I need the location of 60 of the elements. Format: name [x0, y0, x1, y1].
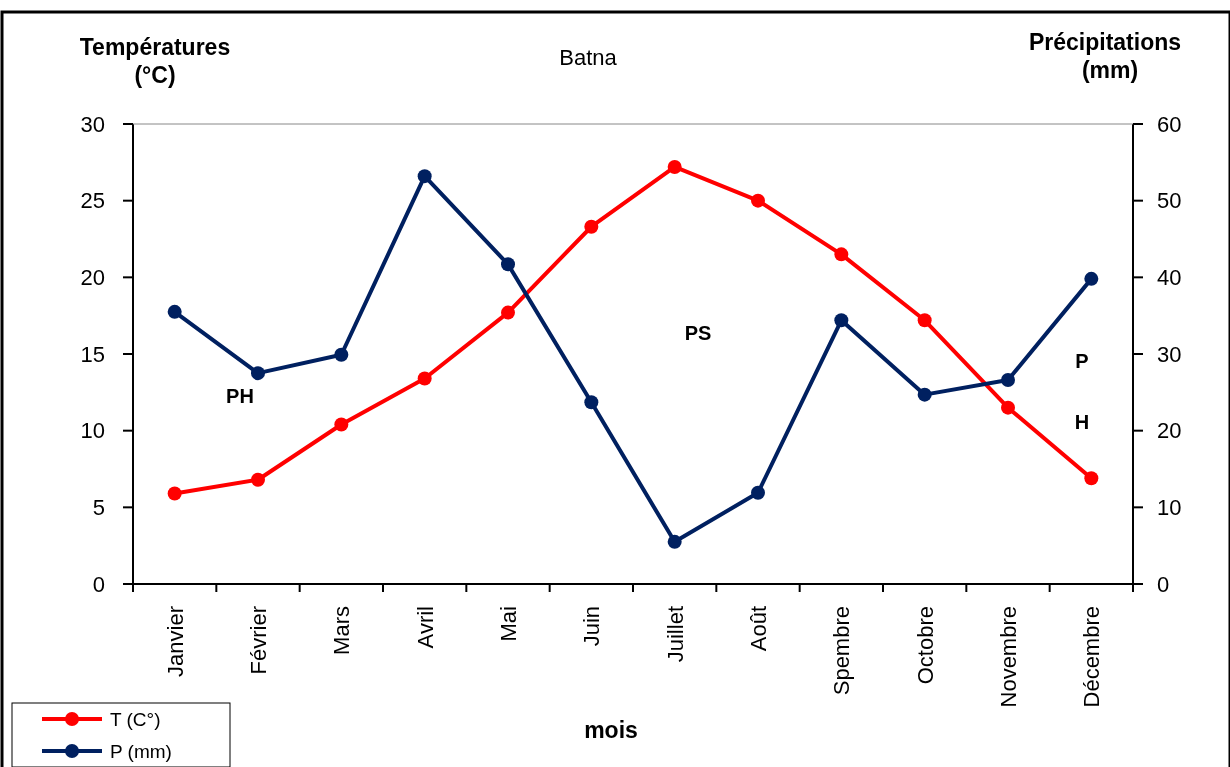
x-tick-label: Février: [246, 606, 271, 675]
y-tick-label: 0: [92, 571, 105, 597]
x-tick-label: Décembre: [1079, 606, 1105, 708]
point: [417, 371, 432, 386]
point: [751, 485, 765, 500]
x-tick-label: Juillet: [662, 606, 688, 663]
x-tick-label: Octobre: [912, 606, 938, 685]
point: [501, 305, 515, 320]
x-tick-label: Août: [746, 606, 771, 652]
annotation: P: [1075, 350, 1089, 372]
point: [251, 366, 265, 381]
x-tick-label: Juin: [579, 606, 605, 647]
x-axis-title: mois: [584, 717, 638, 743]
y2-tick-label: 20: [1157, 418, 1182, 444]
y-axis-title: Températures (°C): [79, 34, 231, 88]
point: [167, 304, 182, 319]
y-tick-label: 5: [92, 495, 105, 521]
y2-tick-label: 40: [1157, 265, 1182, 291]
x-tick-label: Novembre: [996, 606, 1021, 708]
x-tick-label: Mars: [329, 606, 355, 655]
point: [667, 159, 682, 174]
y2-tick-label: 0: [1157, 571, 1170, 597]
point: [917, 313, 932, 328]
annotation: PH: [226, 385, 254, 407]
y-tick-label: 20: [80, 265, 105, 291]
y2-tick-label: 50: [1157, 188, 1182, 214]
y-tick-label: 10: [80, 418, 105, 444]
point: [1001, 400, 1015, 415]
point: [917, 387, 932, 402]
point: [334, 347, 349, 362]
chart-title: Batna: [559, 45, 618, 70]
point: [667, 534, 682, 549]
point: [1084, 271, 1099, 286]
annotation: H: [1074, 411, 1090, 433]
y-tick-label: 15: [80, 341, 105, 367]
point: [334, 417, 349, 432]
point: [417, 169, 432, 184]
point: [751, 193, 765, 208]
point: [251, 472, 265, 487]
y2-axis-title: Précipitations (mm): [1028, 29, 1182, 83]
point: [834, 313, 849, 328]
point: [1084, 471, 1099, 486]
point: [167, 486, 182, 501]
x-tick-label: Avril: [412, 606, 438, 649]
point: [501, 257, 515, 272]
point: [834, 247, 849, 262]
x-tick-label: Spembre: [829, 606, 855, 696]
point: [584, 219, 599, 234]
y2-tick-label: 60: [1157, 111, 1182, 137]
x-tick-label: Janvier: [162, 606, 188, 677]
point: [584, 395, 599, 410]
point: [1001, 373, 1015, 388]
y-tick-label: 30: [80, 111, 105, 137]
annotation: PS: [684, 322, 712, 344]
legend-label: T (C°): [110, 708, 161, 730]
y-tick-label: 25: [80, 188, 105, 214]
y2-tick-label: 10: [1157, 495, 1182, 521]
legend-label: P (mm): [110, 740, 172, 762]
y2-tick-label: 30: [1157, 341, 1182, 367]
x-tick-label: Mai: [496, 606, 521, 642]
